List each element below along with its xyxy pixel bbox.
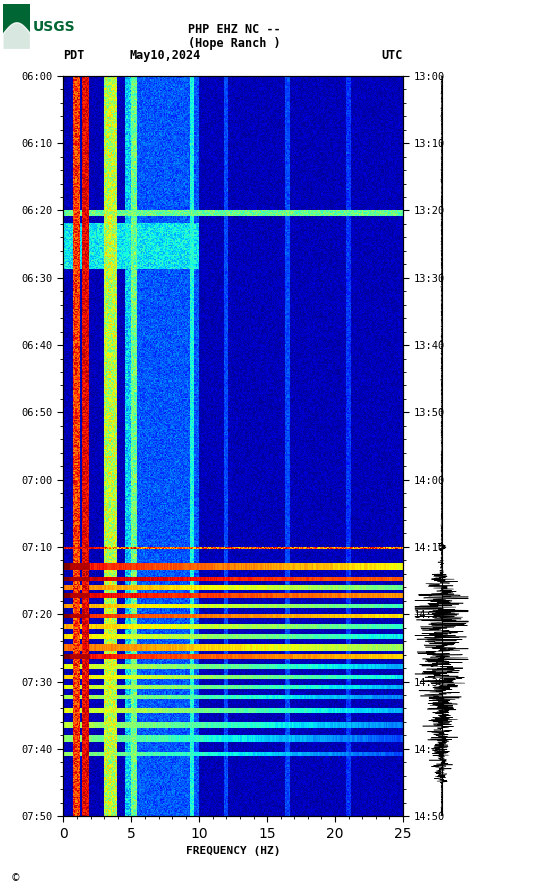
Text: PDT: PDT (63, 49, 85, 62)
Text: PHP EHZ NC --: PHP EHZ NC -- (188, 22, 281, 36)
X-axis label: FREQUENCY (HZ): FREQUENCY (HZ) (186, 847, 280, 856)
FancyBboxPatch shape (3, 4, 30, 49)
Text: May10,2024: May10,2024 (130, 49, 201, 62)
Text: ©: © (11, 873, 21, 883)
Text: UTC: UTC (381, 49, 403, 62)
Text: USGS: USGS (33, 20, 76, 34)
Text: (Hope Ranch ): (Hope Ranch ) (188, 37, 281, 50)
